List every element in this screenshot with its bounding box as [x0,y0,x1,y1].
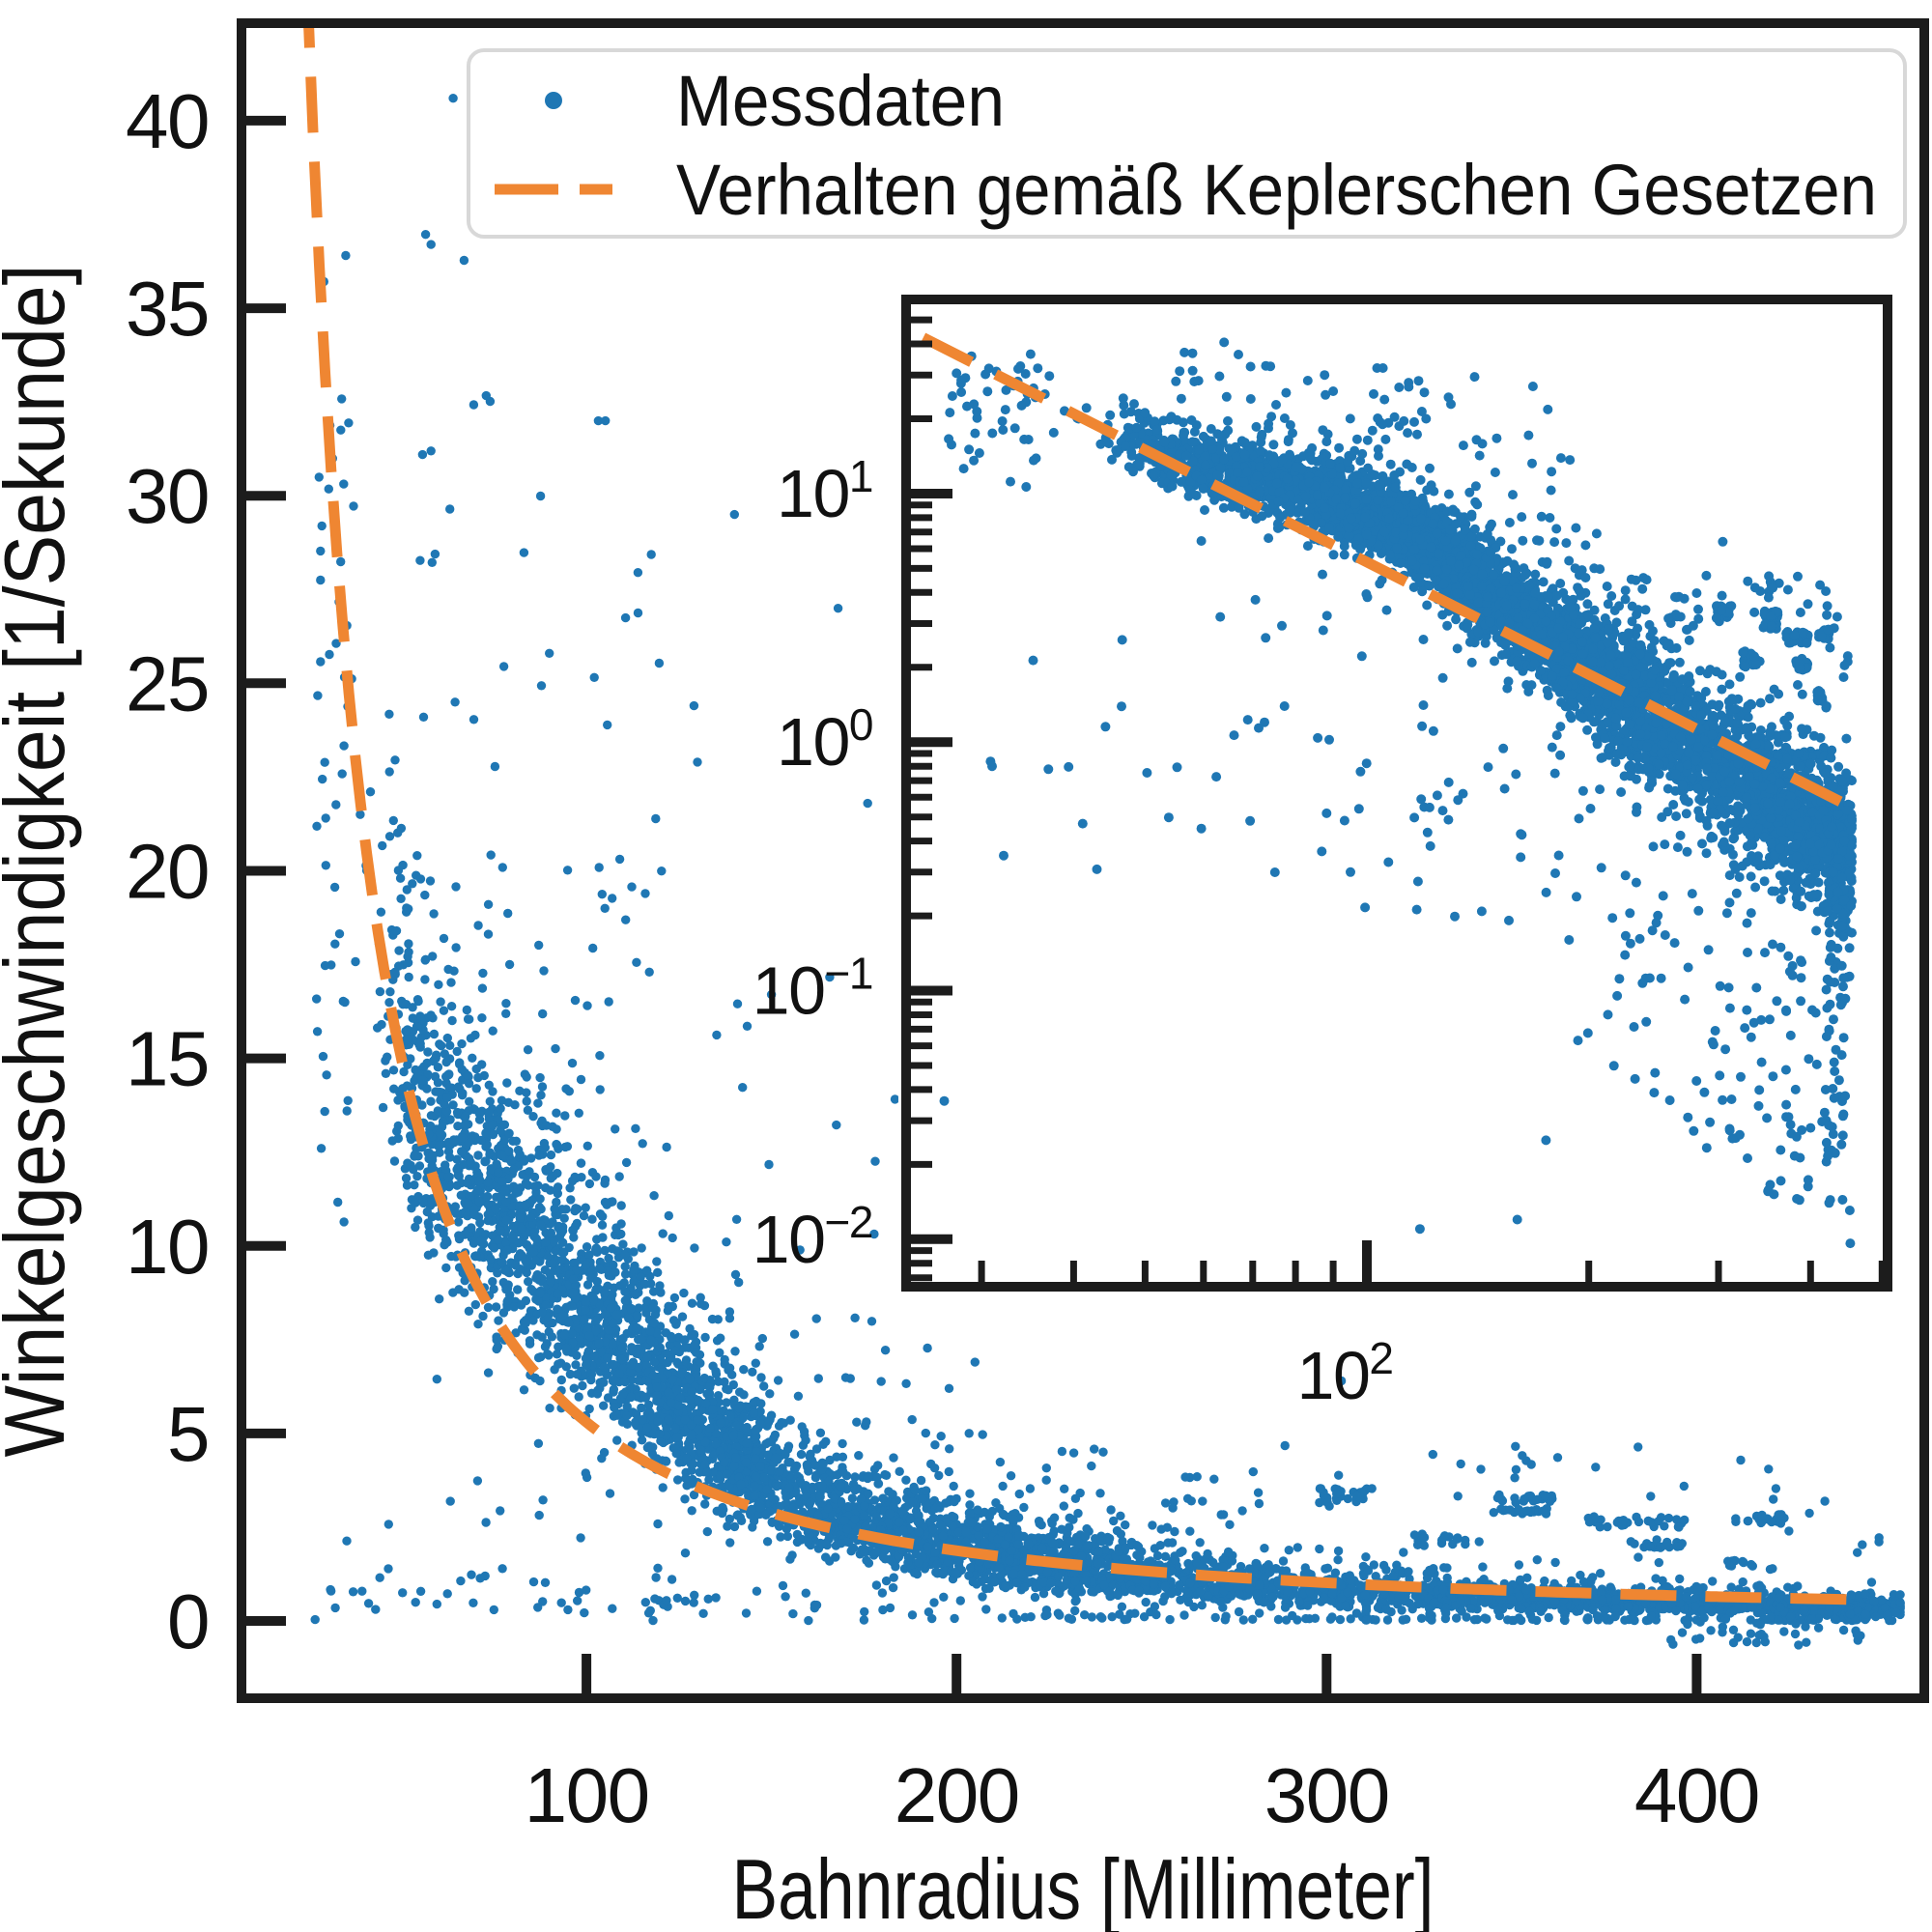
legend-label-messdaten: Messdaten [676,61,1005,141]
legend-label-kepler: Verhalten gemäß Keplerschen Gesetzen [676,150,1877,230]
legend-box [467,48,1907,239]
y-tick-label: 35 [126,266,209,352]
main-kepler-curve [303,28,1854,1605]
y-tick-label: 0 [167,1578,209,1664]
x-tick-label: 200 [895,1752,1019,1838]
inset-axes [901,295,1892,1292]
legend: Messdaten Verhalten gemäß Keplerschen Ge… [467,48,1907,239]
inset-x-tick-label: 102 [1297,1333,1393,1413]
main-axes: 100 200 300 400 0 5 10 15 20 25 30 35 40 Bahnradius … [0,18,1929,1932]
y-tick-label: 20 [126,829,209,915]
y-tick-label: 10 [126,1204,209,1290]
y-tick-label: 40 [126,78,209,164]
inset-y-tick-label: 101 [777,451,872,531]
y-tick-label: 25 [126,640,209,726]
x-axis-label: Bahnradius [Millimeter] [732,1841,1435,1932]
inset-kepler-line [921,332,1846,809]
y-tick-label: 15 [126,1016,209,1102]
y-tick-label: 30 [126,453,209,539]
x-tick-label: 400 [1634,1752,1759,1838]
y-tick-label: 5 [167,1391,209,1477]
legend-marker-dot [545,92,562,109]
legend-marker-dash [495,184,612,195]
y-axis-label: Winkelgeschwindigkeit [1/Sekunde] [0,265,82,1458]
inset-y-tick-label: 10−2 [753,1197,872,1277]
inset-y-tick-label: 100 [777,699,872,780]
x-tick-label: 100 [525,1752,649,1838]
x-tick-label: 300 [1264,1752,1389,1838]
inset-loglog-plot: 101 100 10−1 10−2 102 [753,292,1895,1413]
inset-y-tick-label: 10−1 [753,949,872,1029]
